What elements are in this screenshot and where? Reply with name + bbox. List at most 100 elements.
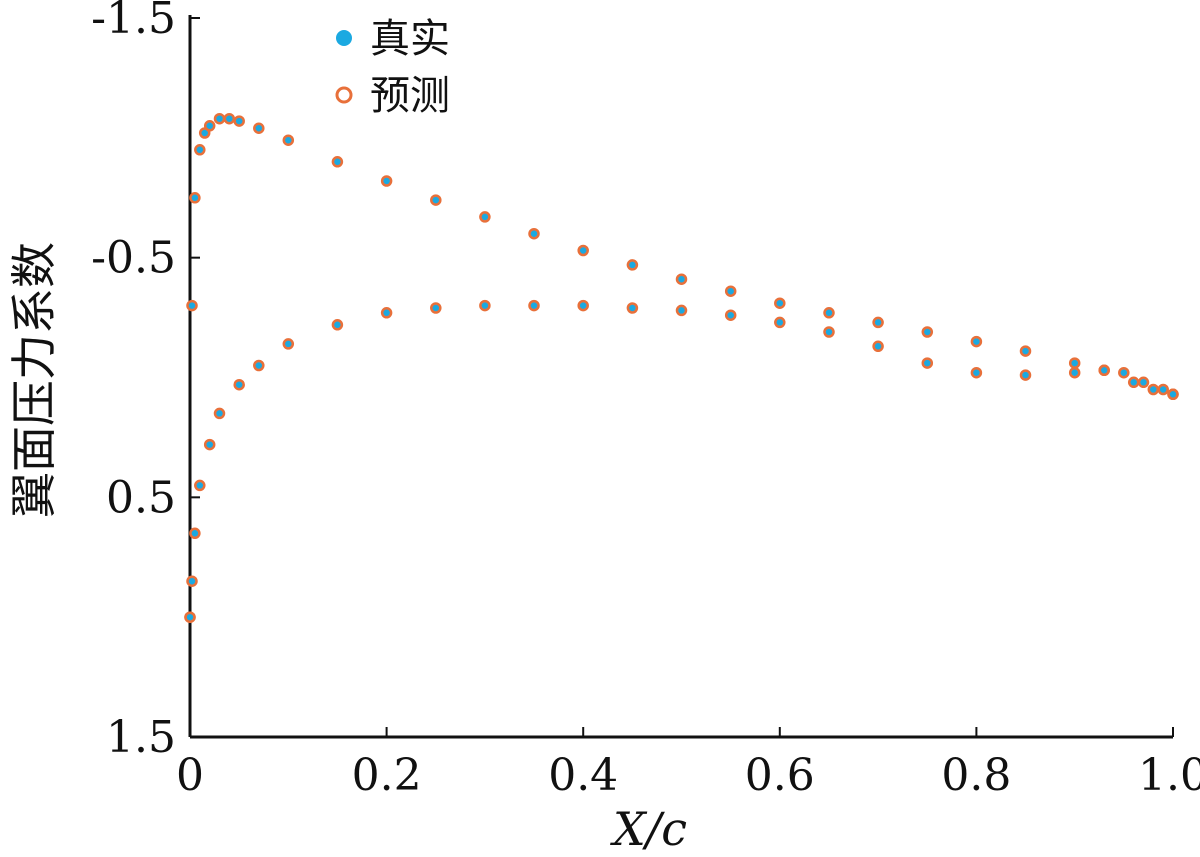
predicted-data-point [970, 335, 983, 348]
predicted-data-point [577, 244, 589, 257]
legend-marker-predicted [335, 86, 353, 104]
true-data-point [1169, 390, 1177, 398]
true-data-point [825, 309, 833, 317]
predicted-data-point [233, 115, 245, 127]
true-data-point [923, 359, 931, 367]
true-data-point [191, 194, 199, 202]
ticks [189, 17, 1174, 738]
y-tick-label: -1.5 [91, 0, 176, 44]
predicted-data-point [194, 144, 206, 156]
true-data-point [383, 177, 391, 185]
true-data-point [481, 213, 489, 221]
true-data-point [235, 117, 243, 125]
predicted-data-point [189, 192, 201, 204]
predicted-data-point [626, 302, 639, 314]
predicted-data-point [479, 299, 491, 312]
true-data-point [235, 381, 243, 389]
predicted-data-point [1068, 366, 1081, 379]
predicted-data-point [203, 120, 216, 132]
predicted-data-point [186, 575, 198, 587]
predicted-data-point [282, 338, 295, 350]
predicted-data-point [479, 211, 491, 223]
legend-label-predicted: 预测 [370, 73, 450, 119]
predicted-data-point [213, 407, 226, 420]
true-data-point [923, 328, 931, 336]
predicted-data-point [233, 378, 245, 391]
predicted-data-point [1118, 366, 1130, 379]
predicted-data-point [380, 175, 393, 187]
true-data-point [206, 441, 214, 449]
predicted-data-point [970, 366, 983, 379]
true-data-point [432, 196, 440, 204]
true-data-point [432, 304, 440, 312]
predicted-data-point [872, 316, 884, 329]
predicted-data-point [194, 479, 206, 492]
true-data-point [201, 129, 209, 137]
predicted-data-point [626, 259, 639, 271]
predicted-data-point [1157, 383, 1169, 396]
true-data-point [530, 230, 538, 238]
predicted-data-point [331, 319, 344, 331]
true-data-point [225, 115, 233, 123]
true-data-point [1022, 347, 1029, 355]
predicted-data-point [203, 438, 216, 451]
y-tick-label: 1.5 [106, 712, 176, 763]
predicted-data-point [430, 194, 442, 206]
predicted-data-point [380, 307, 393, 319]
true-data-point [206, 122, 214, 130]
x-tick-label: 0.8 [941, 750, 1011, 801]
true-data-point [1149, 386, 1157, 393]
predicted-data-point [872, 340, 884, 353]
predicted-data-point [724, 285, 737, 297]
x-tick-label: 1.0 [1138, 750, 1200, 801]
true-data-point [216, 115, 223, 123]
predicted-data-point [528, 227, 540, 240]
true-data-point [1071, 369, 1079, 377]
legend: 真实 预测 [335, 16, 450, 119]
predicted-data-point [1019, 369, 1032, 381]
true-data-point [628, 304, 636, 312]
predicted-data-point [253, 359, 265, 372]
true-data-point [628, 261, 636, 269]
predicted-data-point [774, 316, 786, 329]
predicted-data-point [1019, 345, 1032, 357]
predicted-data-point [675, 273, 688, 285]
true-data-point [333, 321, 341, 329]
true-data-point [284, 340, 292, 348]
predicted-data-point [675, 304, 688, 317]
y-tick-label: -0.5 [91, 233, 176, 284]
x-tick-label: 0.6 [745, 750, 815, 801]
predicted-data-point [186, 299, 198, 312]
true-data-point [579, 247, 587, 254]
true-data-point [1022, 371, 1029, 379]
true-data-point [874, 342, 882, 350]
y-axis-label: 翼面压力系数 [7, 242, 61, 518]
true-data-point [1130, 378, 1138, 386]
predicted-data-point [331, 156, 344, 168]
x-axis-label: X/c [610, 802, 687, 856]
predicted-data-point [282, 134, 295, 146]
true-data-point [874, 318, 882, 326]
true-data-point [579, 302, 587, 310]
true-data-point [530, 302, 538, 310]
true-data-point [333, 158, 341, 166]
true-data-point [727, 287, 735, 295]
true-data-point [727, 311, 735, 319]
true-data-point [383, 309, 391, 317]
legend-marker-true [336, 30, 352, 46]
data-points [184, 112, 1179, 623]
true-data-point [825, 328, 833, 336]
predicted-data-point [430, 302, 442, 314]
legend-label-true: 真实 [370, 16, 450, 62]
true-data-point [678, 306, 685, 314]
true-data-point [284, 136, 292, 144]
true-data-point [972, 338, 980, 346]
predicted-data-point [724, 309, 737, 321]
true-data-point [1100, 366, 1108, 374]
y-tick-label: 0.5 [106, 472, 176, 523]
true-data-point [196, 481, 204, 489]
true-data-point [186, 613, 194, 621]
true-data-point [1140, 378, 1147, 386]
true-data-point [678, 275, 685, 283]
